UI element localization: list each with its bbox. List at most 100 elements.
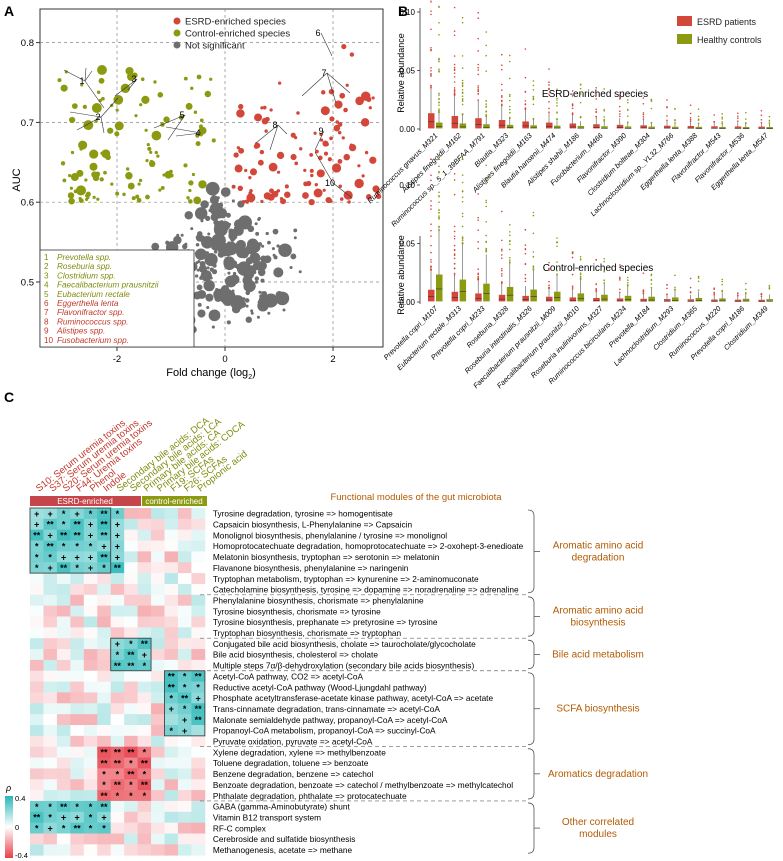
heatmap-cell <box>70 714 85 726</box>
box <box>624 126 632 129</box>
control-point <box>70 173 79 182</box>
outlier-point <box>689 112 692 115</box>
outlier-point <box>697 122 700 125</box>
outlier-point <box>430 265 432 267</box>
heatmap-cell <box>177 594 192 607</box>
heatmap-cell <box>97 800 112 813</box>
heatmap-cell <box>151 638 165 650</box>
heatmap-cell <box>83 649 98 661</box>
outlier-point <box>485 205 488 208</box>
ns-point <box>273 267 284 278</box>
heatmap-cell <box>124 616 138 628</box>
outlier-point <box>745 292 747 295</box>
outlier-point <box>532 103 535 106</box>
heatmap-cell <box>151 551 165 563</box>
heatmap-cell <box>124 800 138 813</box>
heatmap-cell <box>191 757 206 769</box>
outlier-point <box>501 83 503 86</box>
outlier-point <box>509 99 511 102</box>
outlier-point <box>453 76 456 78</box>
outlier-point <box>461 91 464 94</box>
y-tick-label: 0.05 <box>399 67 415 76</box>
heatmap-cell <box>110 638 125 650</box>
outlier-point <box>485 54 488 57</box>
control-point <box>191 172 196 177</box>
box <box>648 296 655 302</box>
outlier-point <box>461 67 464 69</box>
heatmap-cell <box>164 768 179 780</box>
ns-point <box>225 290 236 301</box>
outlier-point <box>721 278 723 281</box>
heatmap-cell <box>56 746 71 758</box>
heatmap-cell <box>177 562 192 574</box>
outlier-point <box>461 16 464 19</box>
heatmap-cell <box>70 800 85 813</box>
esrd-point <box>284 184 289 189</box>
heatmap-cell <box>151 800 165 813</box>
heatmap-cell <box>177 800 192 813</box>
box <box>436 122 443 129</box>
heatmap-cell <box>70 746 85 758</box>
outlier-point <box>438 195 440 198</box>
outlier-point <box>713 120 715 123</box>
outlier-point <box>768 119 771 122</box>
heatmap-cell <box>97 844 112 856</box>
outlier-point <box>556 111 558 114</box>
heatmap-cell <box>191 714 206 726</box>
heatmap-cell <box>191 562 206 574</box>
heatmap-cell <box>56 768 71 780</box>
outlier-point <box>619 277 621 280</box>
genus-key-number: 2 <box>44 262 49 271</box>
esrd-point <box>309 152 314 157</box>
heatmap-cell <box>177 746 192 758</box>
outlier-point <box>485 220 488 223</box>
significance-mark: ** <box>181 693 189 703</box>
outlier-point <box>627 109 629 111</box>
heatmap-cell <box>191 800 206 813</box>
heatmap-cell <box>43 627 58 639</box>
esrd-point <box>331 163 342 173</box>
outlier-point <box>430 13 432 16</box>
heatmap-cell <box>56 670 71 682</box>
heatmap-cell <box>70 779 85 791</box>
heatmap-cell <box>151 529 165 541</box>
module-name: SCFA biosynthesis <box>556 704 639 715</box>
significance-mark: + <box>101 813 106 823</box>
outlier-point <box>461 85 464 88</box>
significance-mark: ** <box>195 704 203 714</box>
control-point <box>110 182 114 186</box>
heatmap-cell <box>110 508 125 520</box>
outlier-point <box>579 275 582 278</box>
outlier-point <box>642 112 645 114</box>
esrd-point <box>262 105 267 110</box>
ns-point <box>261 293 265 297</box>
control-point <box>100 151 104 155</box>
outlier-point <box>477 229 480 231</box>
esrd-point <box>349 52 355 57</box>
significance-mark: + <box>182 715 187 725</box>
outlier-point <box>674 286 676 289</box>
leader-line <box>84 67 87 82</box>
outlier-point <box>430 1 432 3</box>
heatmap-cell <box>43 779 58 791</box>
outlier-point <box>509 234 511 237</box>
outlier-point <box>430 158 432 161</box>
outlier-point <box>556 105 558 107</box>
heatmap-cell <box>56 833 71 845</box>
heatmap-cell <box>30 573 44 585</box>
heatmap-cell <box>191 594 206 607</box>
outlier-point <box>627 279 629 282</box>
outlier-point <box>571 113 574 116</box>
outlier-point <box>477 241 480 243</box>
functional-modules-title: Functional modules of the gut microbiota <box>330 492 502 503</box>
box <box>664 125 671 129</box>
outlier-point <box>438 228 440 231</box>
heatmap-cell <box>177 811 192 824</box>
ns-point <box>200 270 212 282</box>
heatmap-cell <box>83 692 98 704</box>
control-point <box>96 197 100 201</box>
outlier-point <box>509 93 511 96</box>
ns-point <box>224 275 237 288</box>
significance-mark: * <box>62 509 66 519</box>
outlier-point <box>477 37 480 40</box>
